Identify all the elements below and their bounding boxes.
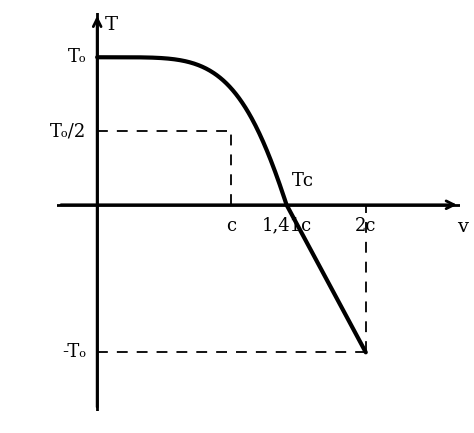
Text: c: c — [227, 216, 237, 235]
Text: T: T — [105, 16, 118, 34]
Text: 1,41c: 1,41c — [261, 216, 312, 235]
Text: v: v — [457, 218, 468, 236]
Text: Tₒ/2: Tₒ/2 — [50, 122, 86, 140]
Text: 2c: 2c — [355, 216, 376, 235]
Text: Tₒ: Tₒ — [68, 48, 86, 66]
Text: -Tₒ: -Tₒ — [62, 343, 86, 361]
Text: Tᴄ: Tᴄ — [292, 172, 314, 190]
